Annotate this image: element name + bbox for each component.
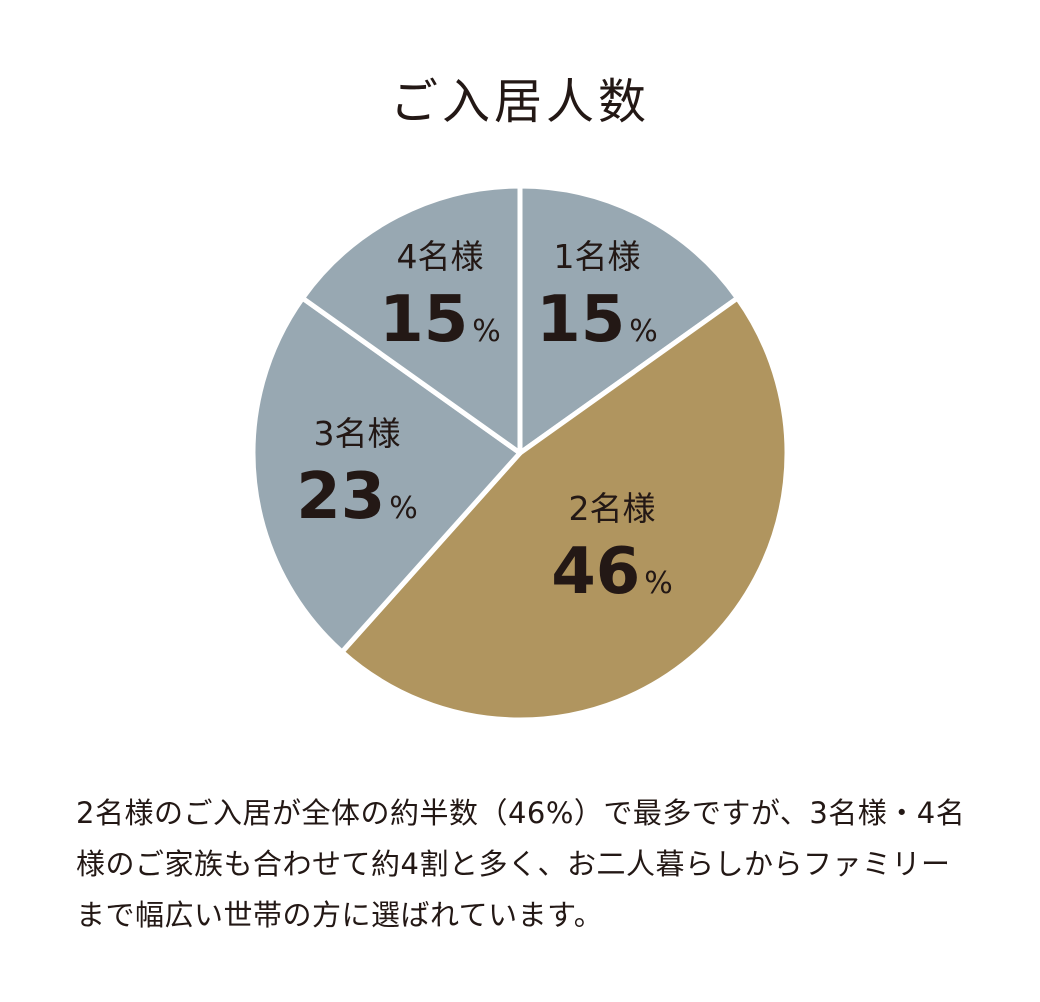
slice-category-label: 4名様 (397, 237, 484, 276)
pie-slice-4 (300, 183, 523, 456)
chart-description: 2名様のご入居が全体の約半数（46%）で最多ですが、3名様・4名様のご家族も合わ… (76, 796, 966, 932)
slice-category-label: 2名様 (569, 489, 656, 528)
pie-slice-2 (339, 295, 790, 723)
slice-value-label: 46% (551, 535, 673, 609)
slice-category-label: 3名様 (314, 414, 401, 453)
pie-slice-3 (250, 295, 523, 655)
slice-value-label: 15% (379, 283, 501, 357)
slice-category-label: 1名様 (554, 237, 641, 276)
slice-value-label: 23% (296, 460, 418, 534)
slice-value-label: 15% (536, 283, 658, 357)
pie-slice-1 (517, 183, 740, 456)
chart-title: ご入居人数 (389, 74, 650, 130)
